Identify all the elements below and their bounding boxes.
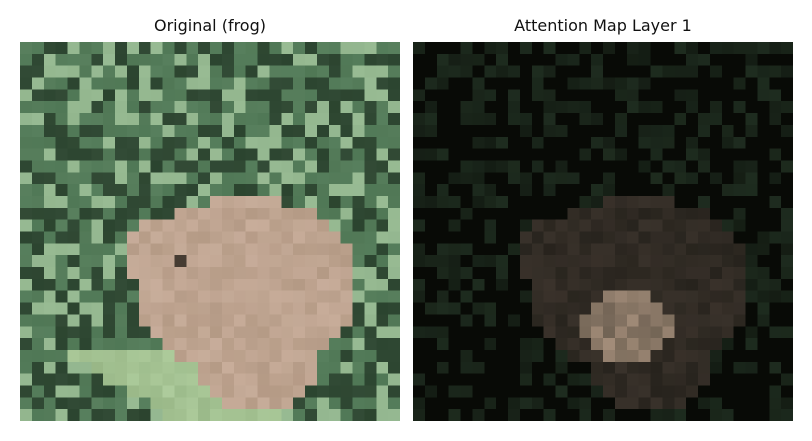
attention-map-title: Attention Map Layer 1 bbox=[413, 16, 793, 35]
attention-map-image bbox=[413, 42, 793, 421]
attention-map-panel bbox=[413, 42, 793, 421]
original-image-title: Original (frog) bbox=[20, 16, 400, 35]
original-image-panel bbox=[20, 42, 400, 421]
original-frog-image bbox=[20, 42, 400, 421]
